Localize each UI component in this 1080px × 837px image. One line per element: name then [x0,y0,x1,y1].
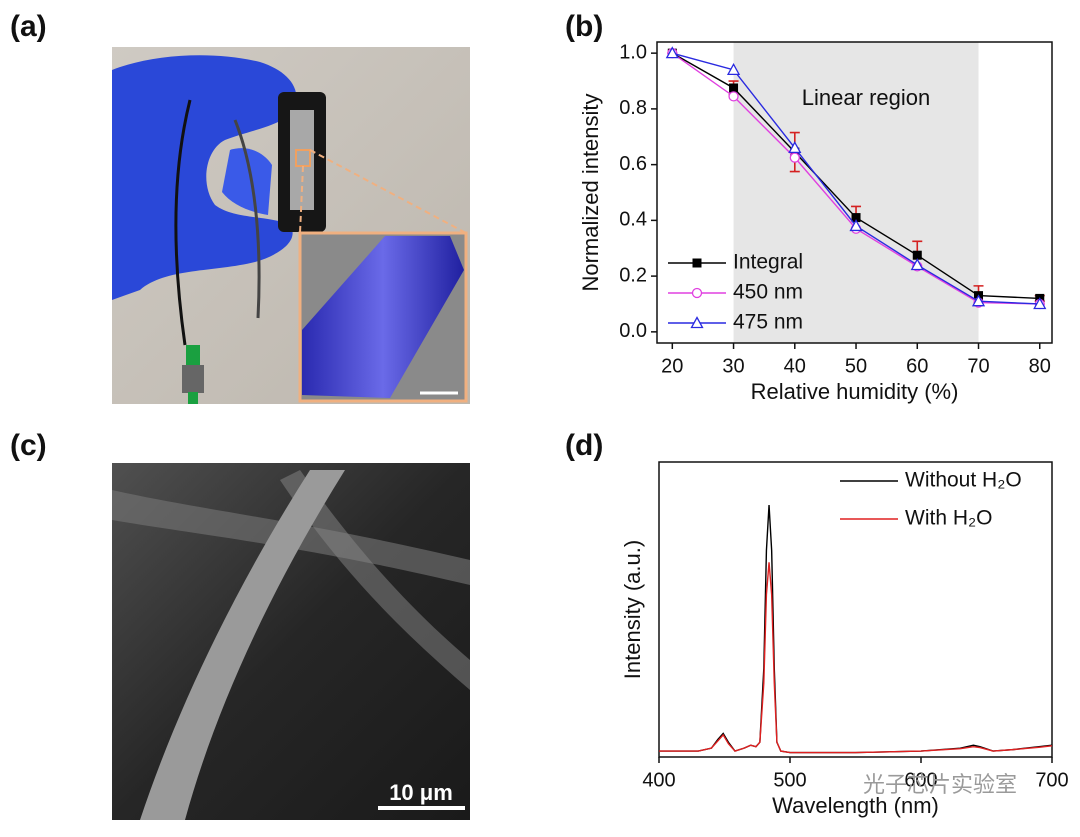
legend-label: 475 nm [733,311,803,334]
marker [851,213,861,223]
charts: Linear region 20 30 40 50 60 70 80 0.0 0.2 0.4 0.6 0… [578,41,1069,818]
legend-marker [690,316,704,329]
marker [789,152,800,163]
x-tick-label: 20 [661,355,683,377]
x-tick-label: 700 [1035,769,1068,791]
legend-label: With H₂O [905,507,993,530]
legend-marker [691,287,703,299]
plot-frame [658,461,1053,758]
x-tick-label: 40 [784,355,806,377]
y-tick-label: 0.0 [619,320,647,342]
marker [849,219,863,232]
x-tick-label: 60 [906,355,928,377]
marker [665,46,679,59]
y-axis-title: Normalized intensity [578,93,603,291]
annotation: Linear region [802,85,930,110]
marker [1033,297,1047,310]
marker [726,63,741,76]
legend-marker [692,258,702,268]
scale-bar-label: 10 μm [389,780,453,805]
legend-label: Integral [733,251,803,274]
x-tick-label: 600 [904,769,937,791]
x-tick-label: 70 [967,355,989,377]
panel-label: (d) [565,429,603,462]
panel-label: (a) [10,10,47,43]
x-tick-label: 30 [722,355,744,377]
x-tick-label: 80 [1029,355,1051,377]
y-tick-label: 0.4 [619,209,647,231]
x-axis-title: Wavelength (nm) [772,793,939,818]
marker [728,91,739,102]
x-tick-label: 50 [845,355,867,377]
panel-label: (c) [10,429,47,462]
y-tick-label: 0.2 [619,264,647,286]
y-axis-title: Intensity (a.u.) [620,540,645,679]
watermark: 光子芯片实验室 [863,772,1017,797]
x-axis-title: Relative humidity (%) [751,379,959,404]
series-line [659,505,1053,754]
marker [912,250,922,260]
marker [971,294,986,307]
legend-label: 450 nm [733,281,803,304]
marker [910,258,924,271]
marker [729,83,739,93]
y-tick-label: 0.6 [619,153,647,175]
plot-frame [656,41,1053,344]
marker [788,141,802,154]
series-line [659,562,1053,754]
y-tick-label: 0.8 [619,97,647,119]
shaded-region [733,42,979,343]
photo-c: 10 μm [112,463,470,820]
x-tick-label: 400 [642,769,675,791]
x-tick-label: 500 [773,769,806,791]
photo-a [112,47,470,404]
panel-label: (b) [565,10,603,43]
legend-label: Without H₂O [905,469,1022,492]
y-tick-label: 1.0 [619,41,647,63]
